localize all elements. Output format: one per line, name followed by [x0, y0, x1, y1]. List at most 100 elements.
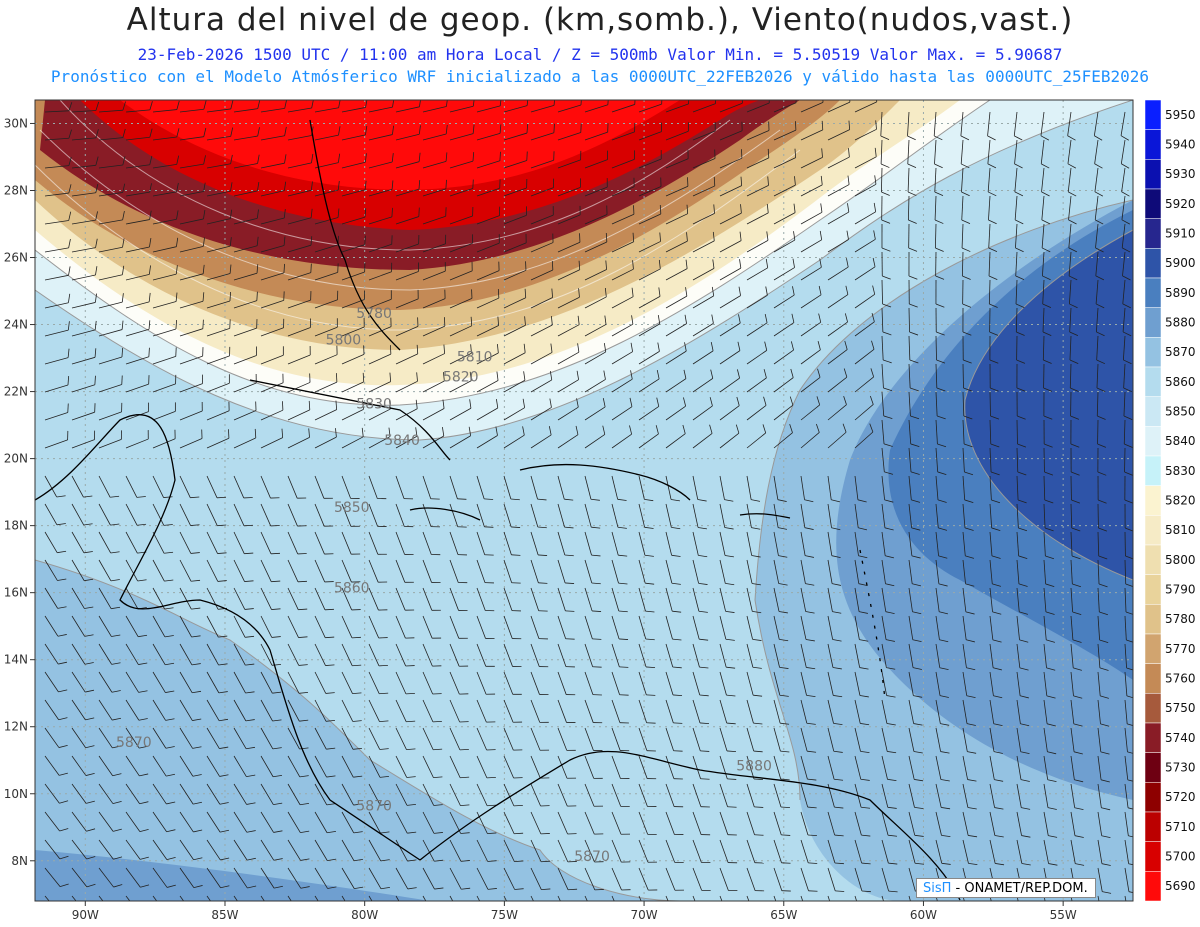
wind-barb-flag [911, 555, 921, 559]
wind-barb-shaft [341, 189, 366, 197]
wind-barb-flag [565, 582, 575, 584]
wind-barb-shaft [719, 432, 740, 449]
wind-barb-flag [299, 802, 310, 806]
wind-barb-flag [499, 151, 501, 161]
wind-barb-flag [818, 313, 822, 323]
wind-barb-shaft [260, 503, 272, 527]
colorbar-swatch [1144, 218, 1162, 249]
wind-barb-shaft [287, 135, 312, 141]
wind-barb-flag [993, 695, 1003, 699]
wind-barb-shaft [827, 839, 836, 864]
wind-barb-shaft [71, 164, 96, 169]
wind-barb-shaft [287, 189, 312, 197]
wind-barb-shaft [125, 503, 138, 526]
wind-barb-shaft [314, 727, 327, 750]
wind-barb-shaft [854, 503, 859, 528]
wind-barb-shaft [827, 404, 847, 421]
wind-barb-shaft [71, 137, 96, 141]
wind-barb-shaft [1097, 867, 1103, 892]
wind-barb-shaft [665, 699, 674, 723]
wind-barb-flag [337, 181, 340, 191]
wind-barb-shaft [611, 783, 622, 807]
wind-barb-shaft [988, 195, 991, 220]
colorbar-swatch [1144, 396, 1162, 427]
wind-barb-flag [433, 832, 443, 834]
wind-barb-flag [936, 387, 946, 392]
colorbar-swatch [1144, 811, 1162, 842]
wind-barb-shaft [908, 335, 911, 360]
field-band-5880 [35, 850, 430, 901]
wind-barb-shaft [719, 130, 743, 141]
wind-barb-shaft [611, 406, 633, 421]
wind-barb-shaft [395, 243, 419, 253]
wind-barb-shaft [530, 783, 541, 807]
wind-barb-shaft [260, 475, 271, 499]
wind-barb-flag [806, 694, 816, 697]
wind-barb-flag [176, 128, 180, 138]
wind-barb-flag [875, 120, 877, 130]
wind-barb-flag [604, 315, 607, 325]
wind-barb-flag [883, 415, 893, 419]
wind-barb-flag [379, 748, 389, 750]
wind-barb-flag [122, 156, 126, 166]
wind-barb-flag [191, 663, 201, 666]
wind-barb-flag [472, 152, 475, 162]
wind-barb-shaft [773, 129, 797, 141]
wind-barb-shaft [287, 727, 300, 750]
wind-barb-flag [882, 331, 892, 336]
wind-barb-flag [406, 804, 416, 806]
wind-barb-shaft [44, 274, 69, 281]
wind-barb-flag [95, 129, 99, 139]
wind-barb-flag [568, 917, 577, 918]
wind-barb-shaft [260, 755, 274, 777]
colorbar-label: 5850 [1165, 405, 1196, 419]
wind-barb-shaft [395, 671, 407, 695]
wind-barb-shaft [935, 531, 939, 556]
wind-barb-shaft [314, 189, 339, 197]
wind-barb-shaft [179, 671, 193, 693]
wind-barb-shaft [557, 587, 566, 611]
wind-barb-shaft [233, 531, 245, 554]
wind-barb-shaft [854, 811, 862, 836]
wind-barb-shaft [611, 643, 620, 667]
wind-barb-shaft [746, 783, 755, 807]
wind-barb-shaft [638, 867, 649, 891]
wind-barb-shaft [746, 432, 766, 449]
wind-barb-shaft [395, 587, 406, 611]
wind-barb-flag [961, 219, 971, 225]
wind-barb-shaft [746, 671, 754, 696]
wind-barb-flag [966, 639, 975, 643]
wind-barb-shaft [287, 867, 302, 889]
wind-barb-shaft [881, 335, 884, 360]
wind-barb-shaft [1041, 167, 1045, 192]
wind-barb-shaft [854, 101, 877, 113]
wind-barb-shaft [1016, 811, 1022, 836]
wind-barb-shaft [800, 266, 822, 281]
wind-barb-shaft [44, 839, 61, 860]
wind-barb-flag [230, 100, 234, 110]
wind-barb-shaft [476, 559, 486, 583]
wind-barb-shaft [530, 671, 540, 695]
wind-barb-shaft [341, 783, 354, 806]
wind-barb-shaft [395, 755, 408, 778]
wind-barb-shaft [584, 131, 608, 141]
wind-barb-flag [807, 806, 817, 809]
field-band-5900-east [964, 230, 1133, 580]
wind-barb-shaft [773, 755, 782, 780]
wind-barb-flag [914, 779, 924, 782]
wind-barb-shaft [746, 322, 768, 337]
wind-barb-flag [244, 580, 254, 582]
wind-barb-shaft [827, 643, 834, 668]
wind-barb-flag [111, 662, 121, 665]
wind-barb-shaft [665, 895, 669, 901]
wind-barb-flag [84, 606, 94, 609]
wind-barb-shaft [987, 139, 991, 164]
wind-barb-shaft [98, 559, 112, 582]
wind-barb-shaft [503, 105, 528, 113]
colorbar-swatch [1144, 337, 1162, 368]
wind-barb-flag [789, 424, 793, 433]
wind-barb-flag [484, 526, 494, 528]
wind-barb-flag [844, 313, 848, 323]
wind-barb-shaft [422, 380, 445, 393]
wind-barb-flag [435, 916, 444, 917]
